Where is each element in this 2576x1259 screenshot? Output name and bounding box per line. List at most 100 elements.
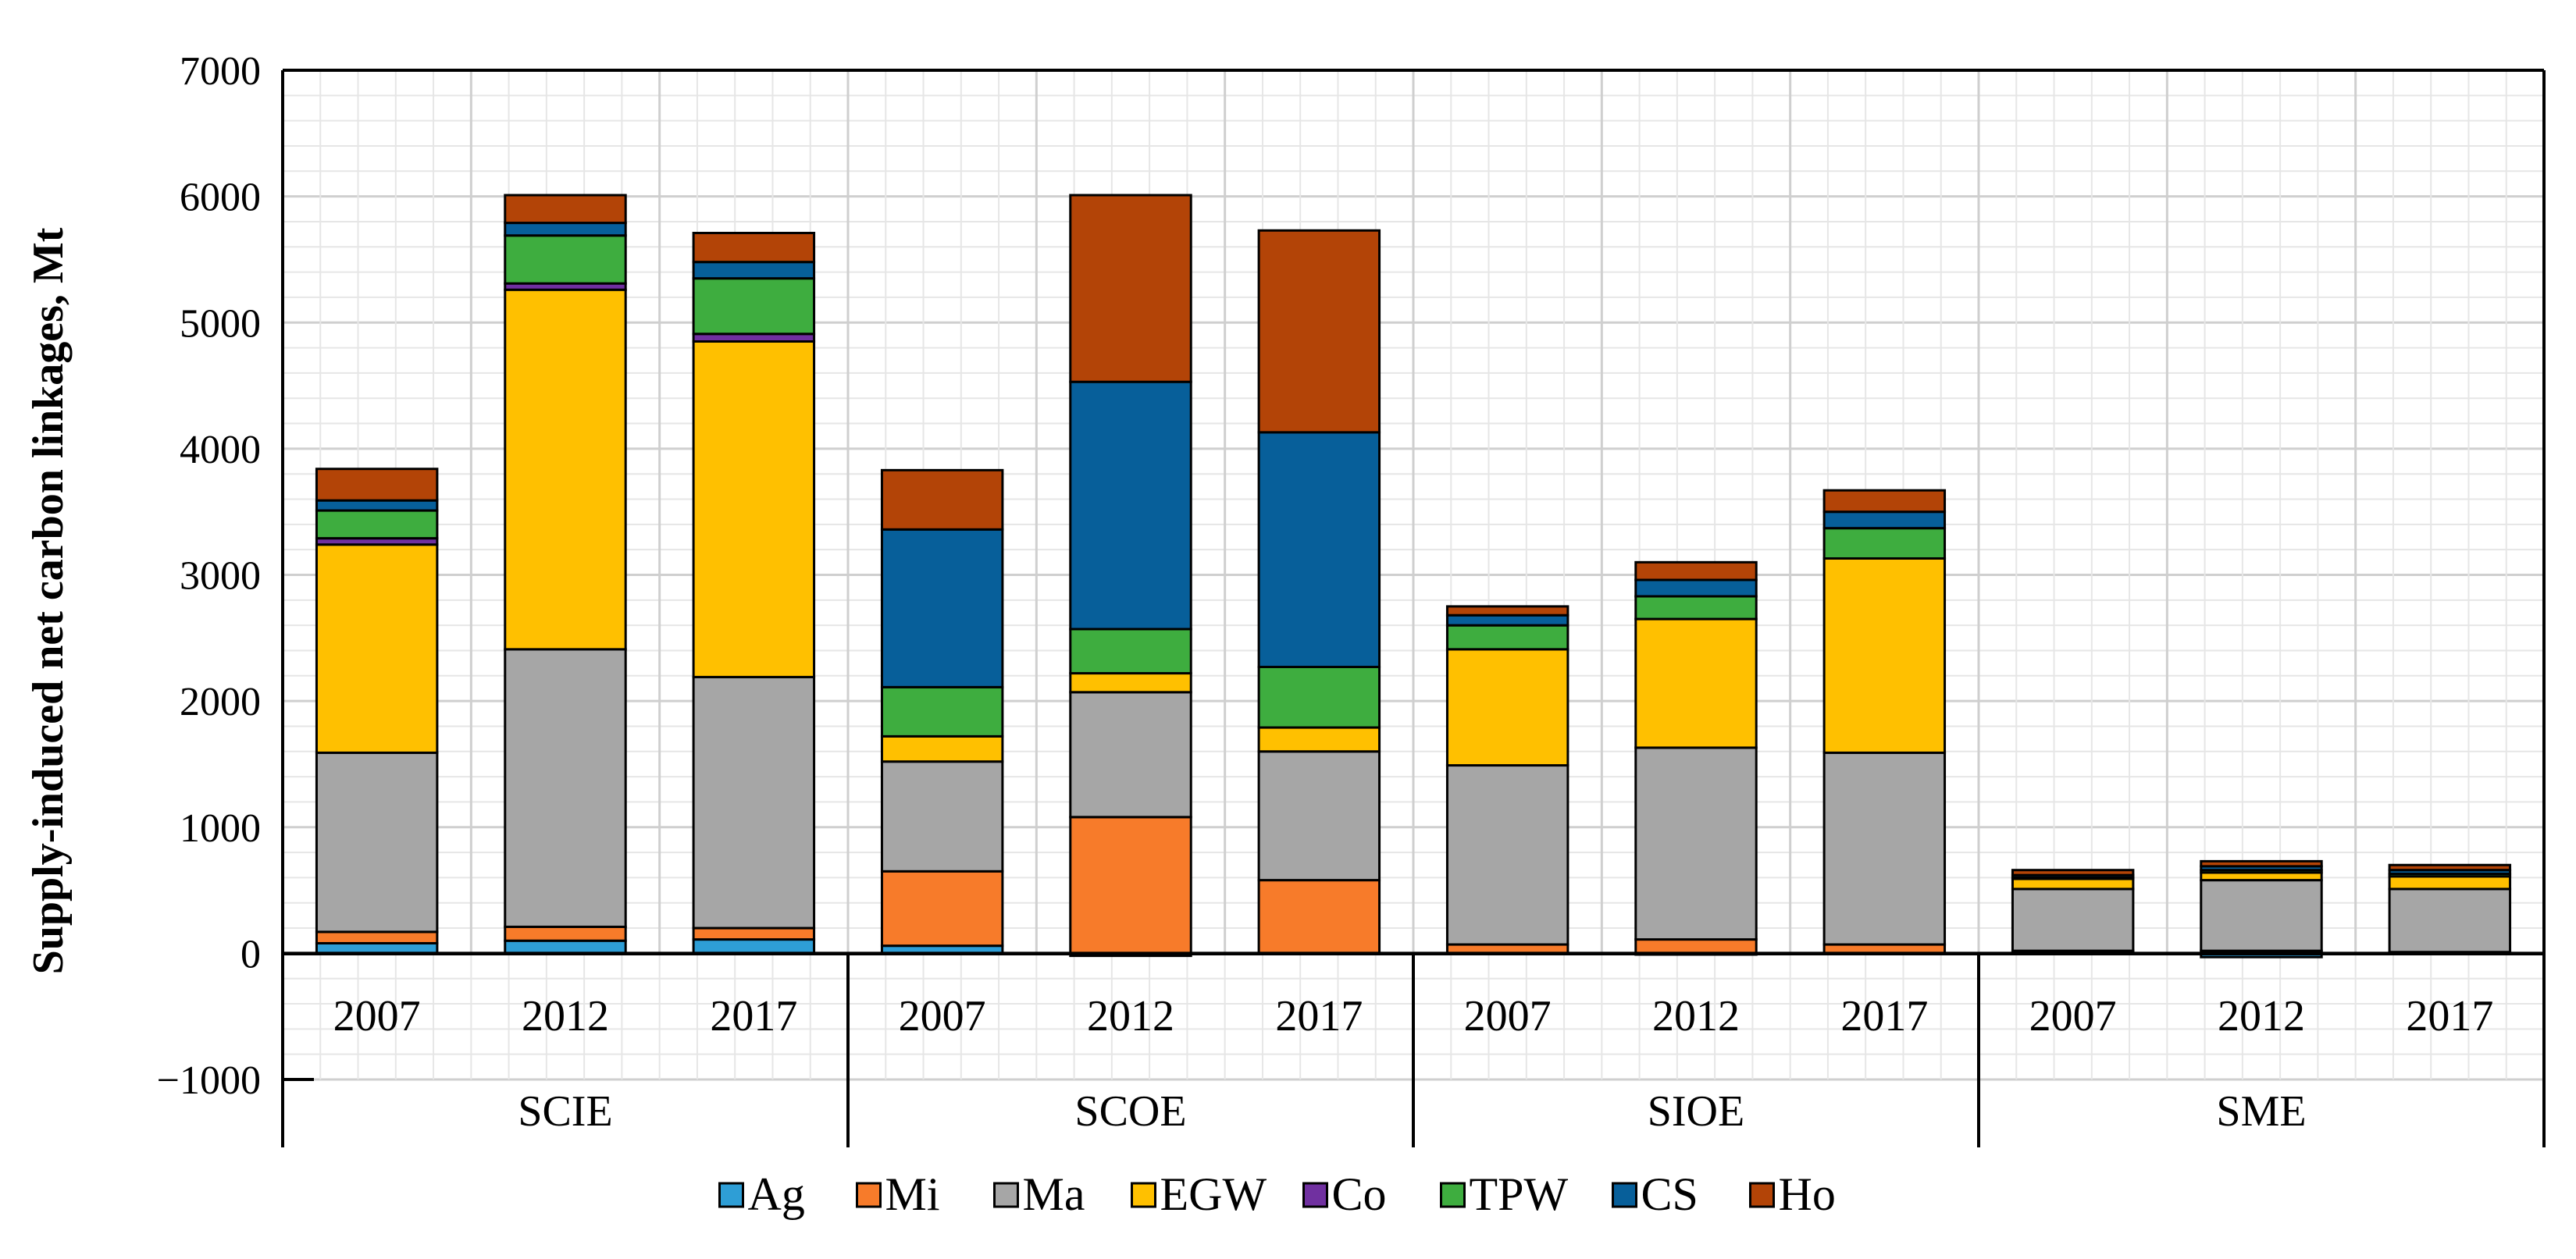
bar-segment-cs bbox=[1634, 578, 1758, 598]
x-category-label: 2012 bbox=[1652, 992, 1740, 1040]
x-group-label: SIOE bbox=[1648, 1087, 1744, 1136]
bar-segment-ma bbox=[1257, 750, 1381, 882]
y-tick-label: 6000 bbox=[180, 176, 261, 220]
x-category-label: 2012 bbox=[1087, 992, 1174, 1040]
y-tick-label: 2000 bbox=[180, 680, 261, 724]
x-category-label: 2007 bbox=[899, 992, 986, 1040]
bar-segment-cs bbox=[1445, 613, 1569, 627]
x-group-label: SME bbox=[2216, 1087, 2306, 1136]
bar-segment-mi bbox=[1257, 879, 1381, 955]
bar-segment-cs bbox=[504, 222, 627, 237]
legend-swatch-mi bbox=[856, 1182, 882, 1208]
bar-segment-ma bbox=[2388, 887, 2512, 954]
bar-segment-cs bbox=[1069, 380, 1192, 631]
bar-segment-ho bbox=[504, 194, 627, 225]
x-category-label: 2017 bbox=[2406, 992, 2493, 1040]
bar-segment-ma bbox=[1822, 751, 1947, 946]
bar-segment-ho bbox=[692, 231, 816, 264]
x-group-label: SCOE bbox=[1074, 1087, 1186, 1136]
bar-segment-ma bbox=[504, 648, 627, 928]
y-tick-label: 0 bbox=[240, 932, 261, 976]
x-category-label: 2012 bbox=[2218, 992, 2305, 1040]
y-tick-label: 7000 bbox=[180, 49, 261, 94]
x-category-label: 2017 bbox=[1840, 992, 1928, 1040]
bar-segment-mi bbox=[1069, 816, 1192, 955]
bar-segment-egw bbox=[1257, 726, 1381, 753]
bar-segment-mi bbox=[1634, 938, 1758, 955]
x-category-label: 2007 bbox=[1464, 992, 1552, 1040]
bar-segment-tpw bbox=[880, 685, 1004, 738]
bar-segment-tpw bbox=[1445, 624, 1569, 651]
bar-segment-egw bbox=[2011, 877, 2135, 891]
x-group-label: SCIE bbox=[518, 1087, 612, 1136]
bar-segment-tpw bbox=[315, 509, 439, 540]
bar-segment-ho bbox=[1069, 194, 1192, 383]
bar-segment-ag bbox=[692, 938, 816, 955]
x-category-label: 2007 bbox=[2029, 992, 2117, 1040]
gridlines bbox=[282, 69, 2545, 1081]
bar-segment-egw bbox=[692, 340, 816, 678]
bar-segment-tpw bbox=[1822, 527, 1947, 560]
bar-segment-egw bbox=[1634, 617, 1758, 749]
bar-segment-egw bbox=[1822, 557, 1947, 754]
legend-label-mi: Mi bbox=[885, 1168, 940, 1220]
legend-swatch-ma bbox=[993, 1182, 1019, 1208]
bar-segment-tpw bbox=[1069, 628, 1192, 675]
bar-segment-ma bbox=[880, 760, 1004, 873]
legend-swatch-egw bbox=[1131, 1182, 1156, 1208]
legend-swatch-co bbox=[1302, 1182, 1328, 1208]
x-categories: 2007 2012 2017 2007 2012 2017 2007 2012 2017 2007… bbox=[333, 992, 2494, 1136]
bar-segment-cs bbox=[315, 499, 439, 512]
bar-segment-ho bbox=[2200, 859, 2323, 868]
bar-segment-tpw bbox=[692, 277, 816, 336]
legend-label-cs: CS bbox=[1641, 1168, 1698, 1220]
bar-segment-egw bbox=[315, 543, 439, 754]
legend-label-co: Co bbox=[1332, 1168, 1387, 1220]
y-tick-label: 5000 bbox=[180, 301, 261, 346]
bar-segment-mi bbox=[504, 925, 627, 942]
y-tick-label: 3000 bbox=[180, 554, 261, 599]
bar-segment-ho bbox=[880, 468, 1004, 531]
bar-segment-mi bbox=[692, 926, 816, 941]
bar-segment-tpw bbox=[1634, 595, 1758, 621]
legend-label-ho: Ho bbox=[1779, 1168, 1836, 1220]
bar-segment-mi bbox=[880, 870, 1004, 948]
legend-label-tpw: TPW bbox=[1470, 1168, 1569, 1220]
bar-segment-ag bbox=[504, 939, 627, 955]
x-category-label: 2007 bbox=[333, 992, 421, 1040]
bar-segment-tpw bbox=[1257, 665, 1381, 729]
y-tick-label: 4000 bbox=[180, 428, 261, 472]
bar-segment-ho bbox=[1257, 229, 1381, 434]
axes: Supply-induced net carbon linkages, Mt bbox=[24, 69, 2546, 1147]
x-category-label: 2017 bbox=[710, 992, 797, 1040]
bar-segment-tpw bbox=[504, 234, 627, 285]
legend-label-egw: EGW bbox=[1160, 1168, 1267, 1220]
y-axis-label: Supply-induced net carbon linkages, Mt bbox=[24, 227, 73, 974]
bar-segment-mi bbox=[315, 930, 439, 944]
bar-segment-ho bbox=[2011, 869, 2135, 877]
bar-segment-ma bbox=[2200, 879, 2323, 952]
bar-segment-cs bbox=[1257, 431, 1381, 668]
bar-segment-egw bbox=[880, 734, 1004, 763]
bar-segment-ho bbox=[2388, 863, 2512, 872]
bar-segment-egw bbox=[1069, 672, 1192, 694]
bar-segment-egw bbox=[1445, 648, 1569, 767]
bar-segment-ma bbox=[1634, 746, 1758, 941]
bar-segment-ma bbox=[1069, 691, 1192, 819]
legend-swatch-ag bbox=[718, 1182, 744, 1208]
y-ticks: −1000 0 1000 2000 3000 4000 5000 6000 7000 bbox=[157, 49, 261, 1103]
bar-segment-ho bbox=[1634, 560, 1758, 581]
bar-segment-ma bbox=[315, 751, 439, 934]
bar-segment-ho bbox=[1822, 489, 1947, 514]
y-tick-label: −1000 bbox=[157, 1058, 261, 1103]
x-category-label: 2012 bbox=[522, 992, 609, 1040]
bar-segment-egw bbox=[504, 288, 627, 651]
bar-segment-cs bbox=[692, 261, 816, 280]
y-tick-label: 1000 bbox=[180, 806, 261, 851]
bar-segment-egw bbox=[2388, 875, 2512, 891]
bar-segment-cs bbox=[1822, 510, 1947, 530]
bar-segment-ma bbox=[692, 675, 816, 930]
legend-label-ma: Ma bbox=[1023, 1168, 1085, 1220]
